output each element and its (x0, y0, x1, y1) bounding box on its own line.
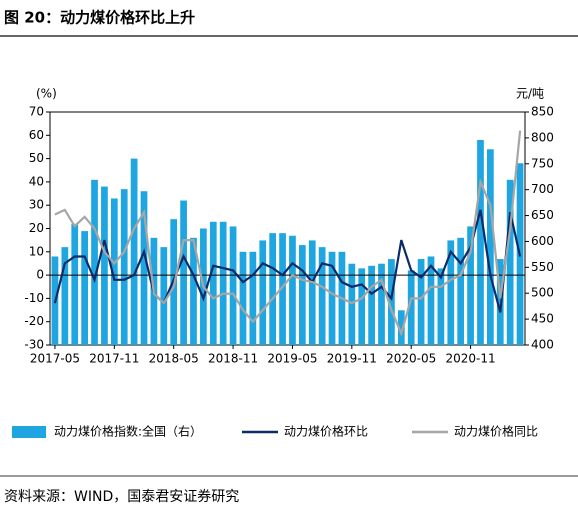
legend-label: 动力煤价格同比 (454, 424, 538, 439)
y-tick-label: 20 (29, 221, 44, 235)
x-tick-label: 2020-05 (386, 352, 436, 366)
legend-swatch (12, 426, 46, 438)
bar (71, 223, 79, 345)
y2-tick-label: 400 (531, 338, 554, 352)
bar (61, 247, 69, 345)
y2-tick-label: 750 (531, 156, 554, 170)
x-tick-label: 2018-05 (149, 352, 199, 366)
bar (269, 233, 277, 345)
bar (447, 240, 455, 345)
y2-tick-label: 450 (531, 312, 554, 326)
y2-tick-label: 700 (531, 182, 554, 196)
bar (407, 270, 415, 345)
bar (417, 259, 425, 345)
legend-label: 动力煤价格指数:全国（右） (54, 424, 202, 439)
bar (190, 237, 197, 345)
bar (229, 226, 237, 345)
bar (140, 191, 148, 345)
y2-tick-label: 800 (531, 130, 554, 144)
y2-tick-label: 500 (531, 286, 554, 300)
bar (219, 221, 227, 345)
bar (378, 263, 385, 345)
line (53, 209, 522, 313)
bar (487, 149, 494, 345)
bar (259, 240, 267, 345)
x-tick-label: 2020-11 (446, 352, 496, 366)
bar (328, 251, 336, 345)
bar (467, 226, 474, 345)
y2-tick-label: 550 (531, 260, 554, 274)
bar (289, 235, 296, 345)
x-tick-label: 2017-05 (30, 352, 80, 366)
bar (427, 256, 435, 345)
source: 资料来源：WIND，国泰君安证券研究 (4, 489, 239, 505)
bar (110, 198, 118, 345)
bar (180, 200, 187, 345)
bar (91, 179, 98, 345)
bar (358, 268, 366, 345)
bar (130, 158, 138, 345)
y2-tick-label: 600 (531, 234, 554, 248)
line (54, 130, 522, 337)
title: 图 20：动力煤价格环比上升 (4, 9, 195, 27)
y2-axis-label: 元/吨 (516, 87, 544, 101)
bar (368, 265, 375, 345)
bar (239, 251, 247, 345)
bar (279, 233, 286, 345)
bar (120, 189, 128, 345)
y-tick-label: -20 (24, 314, 44, 328)
bar (249, 251, 257, 345)
bar (308, 240, 316, 345)
bar (101, 186, 108, 345)
legend-label: 动力煤价格环比 (284, 424, 368, 439)
y-tick-label: 0 (36, 268, 44, 282)
y2-tick-label: 850 (531, 105, 554, 119)
y-tick-label: 60 (29, 128, 44, 142)
bar (477, 139, 484, 345)
bar (209, 221, 217, 345)
bar (160, 247, 168, 345)
x-tick-label: 2017-11 (89, 352, 139, 366)
y-axis-label: (%) (36, 87, 57, 101)
y-tick-label: 10 (29, 244, 44, 258)
bar (397, 310, 405, 345)
y-tick-label: 50 (29, 151, 44, 165)
y-tick-label: -30 (24, 338, 44, 352)
bar (388, 259, 395, 345)
bar (506, 179, 514, 345)
y-tick-label: -10 (24, 291, 44, 305)
bar (348, 263, 356, 345)
bar (437, 268, 445, 345)
y-tick-label: 70 (29, 105, 44, 119)
bar (298, 245, 306, 345)
x-tick-label: 2018-11 (208, 352, 258, 366)
y-tick-label: 40 (29, 174, 44, 188)
bar (457, 237, 465, 345)
bar (318, 247, 326, 345)
y2-tick-label: 650 (531, 208, 554, 222)
bar (81, 231, 88, 345)
x-tick-label: 2019-05 (267, 352, 317, 366)
x-tick-label: 2019-11 (327, 352, 377, 366)
y-tick-label: 30 (29, 198, 44, 212)
